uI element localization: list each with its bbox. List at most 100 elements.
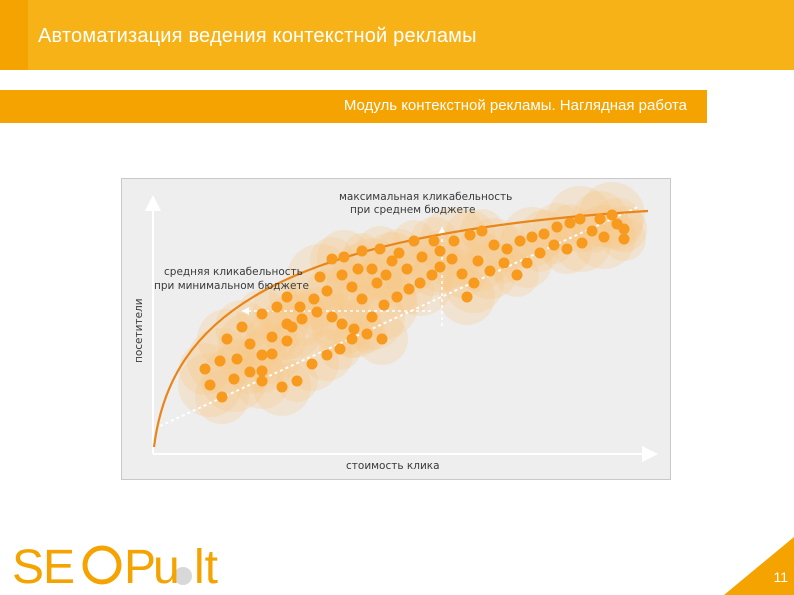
orange-dot [526,231,538,243]
orange-dot [618,223,630,235]
orange-dot [416,251,428,263]
orange-dot [534,247,546,259]
orange-dot [488,239,500,251]
orange-dot [266,348,278,360]
orange-dot [244,338,256,350]
orange-dot [476,225,488,237]
y-axis-label: посетители [133,298,145,363]
logo-o-ring [82,545,122,585]
orange-dot [311,306,323,318]
orange-dot [214,355,226,367]
orange-dot [216,391,228,403]
orange-dot [598,231,610,243]
orange-dot [472,255,484,267]
orange-dot [256,308,268,320]
diagram-canvas: максимальная кликабельность при среднем … [133,182,658,472]
seopult-logo: SE P u lt [12,541,218,594]
orange-dot [448,235,460,247]
orange-dot [426,269,438,281]
orange-dot [378,299,390,311]
max-guide-arrow [438,227,446,234]
header-bar-inner [28,0,794,70]
orange-dot [326,253,338,265]
orange-dot [366,263,378,275]
annotation-max-line2: при среднем бюджете [350,204,476,216]
orange-dot [338,251,350,263]
orange-dot [321,349,333,361]
orange-dot [266,331,278,343]
logo-text-u: u [153,541,180,594]
orange-dot [484,265,496,277]
orange-dot [461,291,473,303]
orange-dot [326,311,338,323]
orange-dot [366,311,378,323]
orange-dot [314,271,326,283]
orange-dot [256,349,268,361]
orange-dot [221,333,233,345]
orange-dot [281,318,293,330]
orange-dot [271,301,283,313]
orange-dot [281,291,293,303]
page-title: Автоматизация ведения контекстной реклам… [38,25,477,47]
orange-dot [236,321,248,333]
orange-dot [521,257,533,269]
orange-dot [551,221,563,233]
orange-dot [538,228,550,240]
avg-guide-arrow [242,307,249,315]
orange-dot [401,263,413,275]
orange-dot [281,335,293,347]
orange-dot [428,235,440,247]
orange-dot [618,233,630,245]
orange-dot [256,365,268,377]
orange-dot [564,217,576,229]
orange-dot [204,379,216,391]
orange-dot [434,245,446,257]
orange-dot [346,333,358,345]
orange-dot [464,229,476,241]
orange-dot [403,283,415,295]
orange-dot [498,257,510,269]
orange-dot [446,253,458,265]
orange-dot [228,373,240,385]
diagram-frame: максимальная кликабельность при среднем … [121,178,671,480]
orange-dot [586,225,598,237]
orange-dot [576,237,588,249]
max-clickability-curve [152,209,649,448]
x-axis-label: стоимость клика [346,460,440,472]
orange-dot [456,268,468,280]
orange-dot [356,293,368,305]
orange-dot [594,213,606,225]
page-number: 11 [773,569,788,585]
orange-dot [256,375,268,387]
orange-dot [231,353,243,365]
orange-dot [291,375,303,387]
subtitle-bar: Модуль контекстной рекламы. Наглядная ра… [0,90,707,123]
orange-dot [468,277,480,289]
orange-dot [374,243,386,255]
orange-dot [434,261,446,273]
orange-dot [501,243,513,255]
logo-ball [174,567,192,585]
orange-dot [294,301,306,313]
annotation-avg-line1: средняя кликабельность [164,266,303,278]
orange-dot [306,358,318,370]
orange-dot [606,209,618,221]
orange-dot [376,333,388,345]
annotation-max-line1: максимальная кликабельность [339,191,512,203]
orange-dot [348,323,360,335]
orange-dot [511,269,523,281]
orange-dot [408,235,420,247]
orange-dot [352,263,364,275]
orange-dot [574,213,586,225]
subtitle-text: Модуль контекстной рекламы. Наглядная ра… [343,97,687,114]
page-corner [724,537,794,595]
orange-dot [371,277,383,289]
orange-dot [334,343,346,355]
orange-dot [561,243,573,255]
orange-dot [514,235,526,247]
orange-dot [244,366,256,378]
orange-dot [199,363,211,375]
orange-dot [346,281,358,293]
annotation-avg-line2: при минимальном бюджете [154,280,309,292]
logo-text-lt: lt [194,541,218,594]
